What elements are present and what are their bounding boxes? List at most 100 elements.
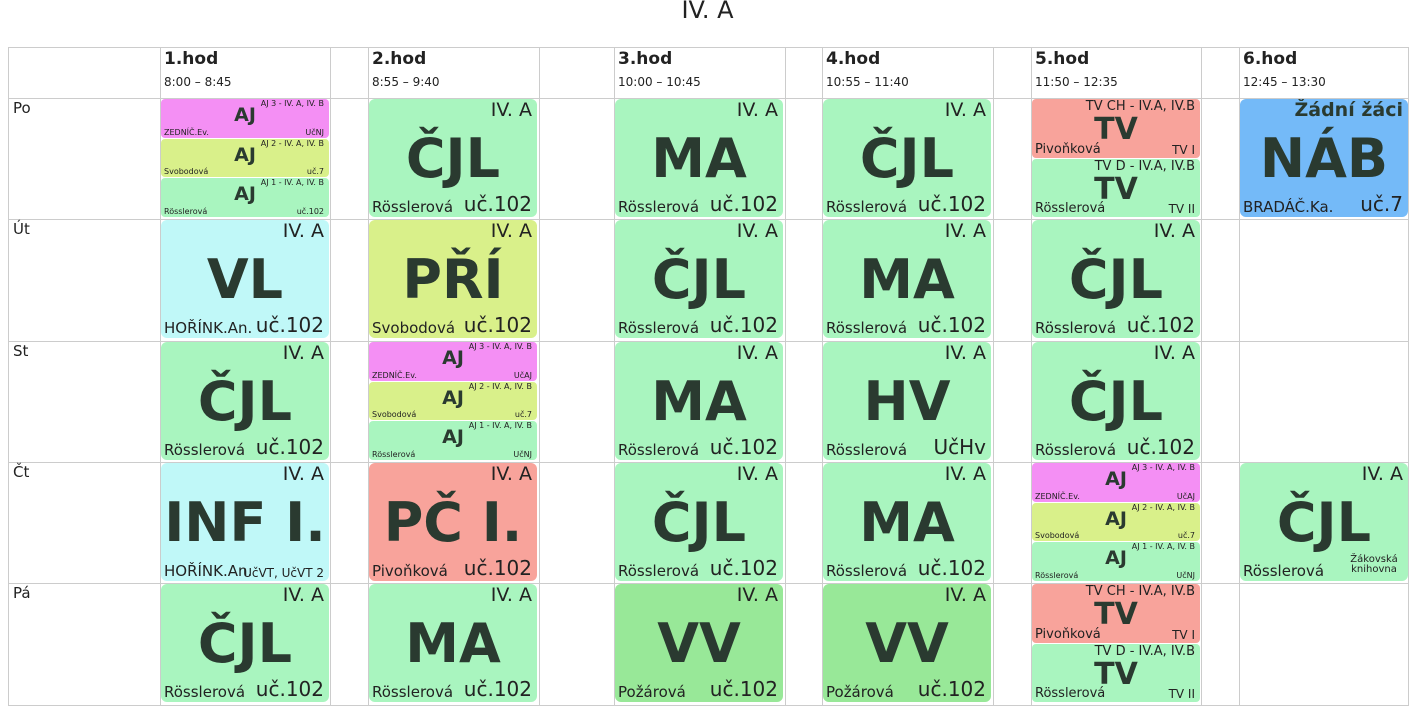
room: UčAJ: [513, 370, 532, 380]
teacher: Rösslerová: [372, 683, 454, 701]
teacher: Svobodová: [372, 410, 417, 420]
class-group: IV. A: [736, 584, 778, 606]
class-group: AJ 1 - IV. A, IV. B: [468, 421, 532, 431]
lesson: AJ AJ 1 - IV. A, IV. B Rösslerová UčNJ: [1032, 542, 1200, 581]
lesson: ČJL IV. A Rösslerová uč.102: [1032, 220, 1200, 338]
lesson: ČJL IV. A Rösslerová Žákovská knihovna: [1240, 463, 1408, 581]
room: uč.7: [514, 410, 532, 420]
subject: ČJL: [651, 491, 747, 554]
grid-line: [8, 219, 1409, 220]
grid-line: [330, 47, 331, 706]
period-time: 12:45 – 13:30: [1243, 75, 1326, 89]
subject: PČ I.: [383, 491, 523, 554]
room: TV I: [1172, 627, 1195, 642]
period-time: 8:55 – 9:40: [372, 75, 440, 89]
grid-line: [8, 47, 9, 706]
lesson: ČJL IV. A Rösslerová uč.102: [615, 220, 783, 338]
subject: AJ: [234, 104, 256, 126]
lesson: TV TV CH - IV.A, IV.B Pivoňková TV I: [1032, 584, 1200, 643]
class-group: AJ 3 - IV. A, IV. B: [1131, 463, 1195, 472]
room: UčNJ: [513, 449, 532, 459]
subject: MA: [859, 248, 955, 311]
subject: VL: [206, 248, 284, 311]
room: uč.7: [1177, 531, 1195, 541]
subject: AJ: [1105, 507, 1127, 530]
room: UčNJ: [1176, 570, 1195, 580]
lesson: AJ AJ 2 - IV. A, IV. B Svobodová uč.7: [161, 138, 329, 178]
room: UčNJ: [305, 127, 324, 137]
period-header: 4.hod 10:55 – 11:40: [822, 47, 992, 98]
class-group: AJ 3 - IV. A, IV. B: [468, 342, 532, 351]
room: uč.102: [463, 677, 532, 701]
subject: MA: [859, 491, 955, 554]
day-label: St: [13, 342, 29, 360]
lesson: HV IV. A Rösslerová UčHv: [823, 342, 991, 460]
teacher: Rösslerová: [826, 198, 908, 216]
subject: AJ: [442, 347, 464, 369]
teacher: Rösslerová: [164, 683, 246, 701]
subject: ČJL: [1068, 370, 1164, 433]
lesson: AJ AJ 2 - IV. A, IV. B Svobodová uč.7: [1032, 502, 1200, 542]
teacher: ZEDNÍČ.Ev.: [164, 127, 209, 137]
room: UčVT, UčVT 2: [243, 566, 324, 580]
lesson: MA IV. A Rösslerová uč.102: [615, 99, 783, 217]
grid-line: [1031, 47, 1032, 706]
grid-line: [160, 47, 161, 706]
subject: AJ: [442, 386, 464, 409]
room: TV I: [1172, 142, 1195, 157]
grid-line: [368, 47, 369, 706]
class-group: IV. A: [944, 99, 986, 121]
note: Žádní žáci: [1294, 99, 1403, 121]
class-group: IV. A: [1361, 463, 1403, 485]
grid-line: [539, 47, 540, 706]
subject: MA: [651, 127, 747, 190]
teacher: Rösslerová: [618, 198, 700, 216]
subject: NÁB: [1259, 127, 1389, 190]
teacher: Rösslerová: [1035, 441, 1117, 459]
period-time: 10:00 – 10:45: [618, 75, 701, 89]
lesson: ČJL IV. A Rösslerová uč.102: [615, 463, 783, 581]
class-group: IV. A: [490, 220, 532, 242]
grid-line: [614, 47, 615, 706]
period-header: 1.hod 8:00 – 8:45: [160, 47, 330, 98]
room: uč.102: [709, 556, 778, 580]
teacher: Svobodová: [164, 167, 209, 177]
grid-line: [1201, 47, 1202, 706]
grid-line: [8, 705, 1409, 706]
class-group: IV. A: [944, 463, 986, 485]
class-group: TV CH - IV.A, IV.B: [1085, 584, 1195, 599]
teacher: ZEDNÍČ.Ev.: [372, 370, 417, 380]
subject: AJ: [234, 143, 256, 166]
period-header: 3.hod 10:00 – 10:45: [614, 47, 784, 98]
teacher: Rösslerová: [1035, 319, 1117, 337]
teacher: Požárová: [826, 683, 894, 701]
class-group: IV. A: [1153, 220, 1195, 242]
grid-line: [8, 462, 1409, 463]
lesson: MA IV. A Rösslerová uč.102: [823, 463, 991, 581]
period-label: 2.hod: [372, 49, 427, 69]
class-group: IV. A: [736, 99, 778, 121]
teacher: Rösslerová: [826, 319, 908, 337]
room: UčAJ: [1176, 491, 1195, 501]
room: UčHv: [933, 435, 986, 459]
day-label: Po: [13, 99, 31, 117]
period-header: 2.hod 8:55 – 9:40: [368, 47, 538, 98]
room: uč.102: [1126, 313, 1195, 337]
lesson: AJ AJ 3 - IV. A, IV. B ZEDNÍČ.Ev. UčAJ: [1032, 463, 1200, 502]
day-label: Čt: [13, 463, 30, 481]
lesson: ČJL IV. A Rösslerová uč.102: [161, 342, 329, 460]
class-group: IV. A: [736, 463, 778, 485]
period-label: 4.hod: [826, 49, 881, 69]
subject: AJ: [1105, 547, 1127, 570]
room: uč.102: [255, 677, 324, 701]
lesson: ČJL IV. A Rösslerová uč.102: [1032, 342, 1200, 460]
room: uč.102: [255, 313, 324, 337]
room: Žákovská knihovna: [1350, 554, 1398, 575]
class-group: AJ 1 - IV. A, IV. B: [1131, 542, 1195, 552]
subject: ČJL: [1068, 248, 1164, 311]
teacher: Pivoňková: [1035, 626, 1101, 642]
lesson: VL IV. A HOŘÍNK.An. uč.102: [161, 220, 329, 338]
room: uč.102: [255, 435, 324, 459]
teacher: Rösslerová: [164, 206, 208, 216]
class-group: AJ 3 - IV. A, IV. B: [260, 99, 324, 108]
